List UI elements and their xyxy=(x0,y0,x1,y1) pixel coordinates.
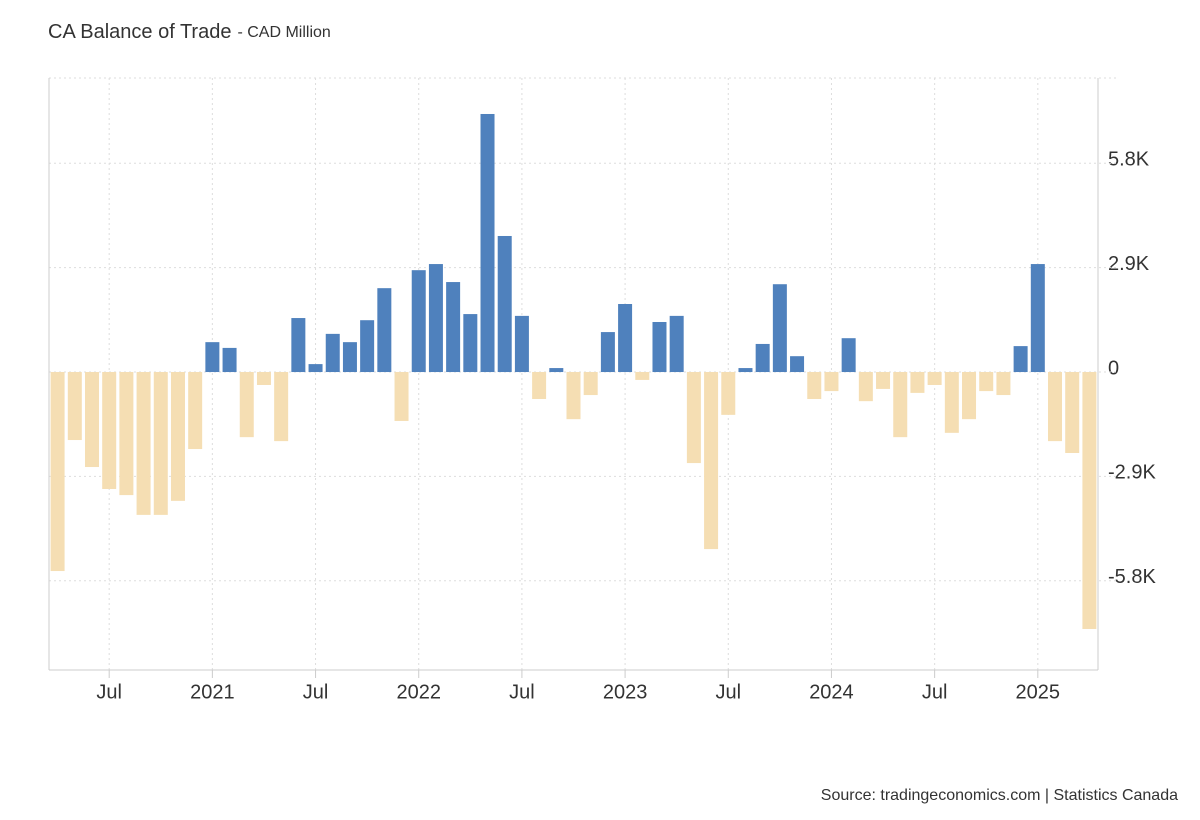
bar xyxy=(394,372,409,421)
bar xyxy=(944,372,959,433)
bar xyxy=(1048,372,1063,442)
source: Source: tradingeconomics.com | Statistic… xyxy=(821,787,1178,804)
bar xyxy=(566,372,581,420)
x-tick-label: Jul xyxy=(303,681,329,703)
bar xyxy=(549,368,564,373)
bar xyxy=(153,372,168,515)
bar xyxy=(239,372,254,438)
bar xyxy=(102,372,117,489)
bar xyxy=(325,333,340,373)
y-tick-label: 2.9K xyxy=(1108,253,1150,275)
x-tick-label: 2021 xyxy=(190,681,235,703)
bar xyxy=(428,264,443,373)
bar xyxy=(532,372,547,400)
bar xyxy=(1030,264,1045,373)
bar xyxy=(652,321,667,373)
bar xyxy=(360,320,375,373)
chart-title: CA Balance of Trade xyxy=(48,21,231,43)
bar xyxy=(962,372,977,420)
bar xyxy=(446,282,461,373)
x-tick-label: Jul xyxy=(509,681,535,703)
chart-title-group: CA Balance of Trade - CAD Million xyxy=(48,21,331,43)
bar xyxy=(927,372,942,385)
bar xyxy=(222,347,237,373)
bar xyxy=(1082,372,1097,629)
bar xyxy=(1013,346,1028,373)
bar xyxy=(790,356,805,373)
bar xyxy=(119,372,134,496)
y-tick-label: -2.9K xyxy=(1108,462,1156,484)
bar xyxy=(979,372,994,392)
bar xyxy=(772,284,787,373)
bar xyxy=(411,270,426,373)
bar xyxy=(170,372,185,501)
bar xyxy=(136,372,151,515)
bar xyxy=(342,342,357,373)
bar xyxy=(686,372,701,464)
bar xyxy=(188,372,203,450)
x-tick-label: 2025 xyxy=(1016,681,1061,703)
x-tick-label: Jul xyxy=(922,681,948,703)
bar xyxy=(256,372,271,385)
bar xyxy=(996,372,1011,396)
bar xyxy=(841,338,856,373)
bar xyxy=(480,113,495,373)
bar xyxy=(738,368,753,373)
bar xyxy=(807,372,822,400)
x-tick-label: Jul xyxy=(96,681,122,703)
x-tick-label: 2022 xyxy=(396,681,441,703)
bar xyxy=(514,315,529,373)
x-tick-label: 2024 xyxy=(809,681,854,703)
y-tick-label: 5.8K xyxy=(1108,149,1150,171)
bar xyxy=(858,372,873,402)
bar xyxy=(669,315,684,373)
bar xyxy=(618,304,633,373)
bar xyxy=(600,332,615,373)
x-tick-label: Jul xyxy=(715,681,741,703)
bar xyxy=(291,318,306,373)
bar xyxy=(755,343,770,373)
bar xyxy=(893,372,908,438)
y-tick-label: 0 xyxy=(1108,357,1119,379)
bar xyxy=(84,372,99,468)
bar xyxy=(583,372,598,396)
bar xyxy=(50,372,65,572)
chart-subtitle: - CAD Million xyxy=(237,24,330,41)
y-tick-label: -5.8K xyxy=(1108,566,1156,588)
bar xyxy=(635,372,650,380)
bar xyxy=(205,342,220,373)
bar xyxy=(497,235,512,373)
bar xyxy=(910,372,925,393)
x-tick-label: 2023 xyxy=(603,681,648,703)
bar xyxy=(876,372,891,389)
bar xyxy=(67,372,82,441)
bar xyxy=(308,364,323,373)
bar xyxy=(721,372,736,415)
bar xyxy=(463,314,478,373)
bar xyxy=(704,372,719,550)
bar xyxy=(1065,372,1080,453)
bar xyxy=(824,372,839,392)
bar xyxy=(377,288,392,373)
bar xyxy=(274,372,289,442)
